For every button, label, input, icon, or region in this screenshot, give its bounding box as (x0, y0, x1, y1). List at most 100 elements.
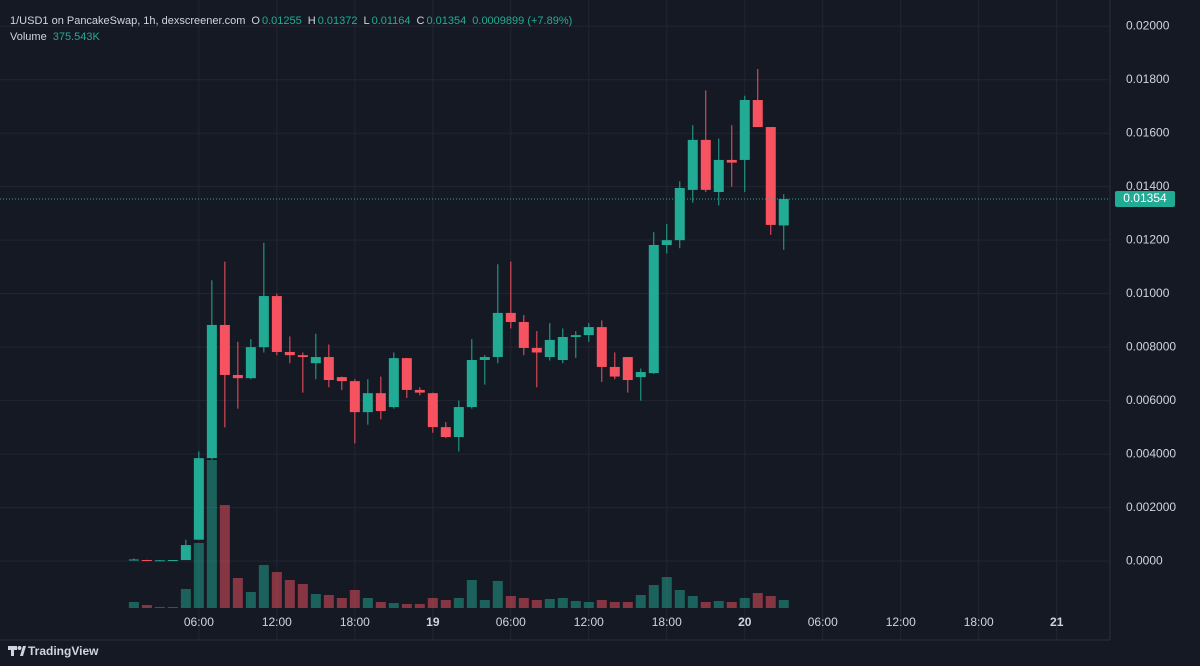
volume-pane (128, 460, 789, 608)
volume-bar (180, 589, 191, 608)
volume-bar (700, 602, 711, 608)
volume-bar (141, 605, 152, 608)
volume-bar (466, 580, 477, 608)
candle-body (180, 545, 191, 561)
candle-body (583, 327, 594, 336)
logo (8, 646, 26, 656)
volume-bar (492, 581, 503, 608)
volume-bar (479, 600, 490, 608)
volume-bar (232, 578, 243, 608)
volume-bar (635, 595, 646, 608)
volume-bar (375, 602, 386, 608)
candle-body (765, 127, 776, 225)
value: 0.01164 (372, 15, 411, 27)
y-tick-label: 0.02000 (1126, 18, 1170, 32)
candle-body (687, 139, 698, 190)
candle-body (167, 560, 178, 562)
x-tick-label: 12:00 (886, 615, 916, 629)
candle-body (284, 351, 295, 356)
x-tick-label: 12:00 (574, 615, 604, 629)
y-tick-label: 0.01400 (1126, 179, 1170, 193)
x-tick-label: 06:00 (184, 615, 214, 629)
value: 375.543K (53, 31, 101, 43)
candle-body (362, 393, 373, 413)
volume-bar (440, 600, 451, 608)
candle-body (310, 357, 321, 364)
label: C (417, 15, 425, 27)
volume-bar (219, 505, 230, 608)
candle-body (193, 458, 204, 540)
candle-body (219, 324, 230, 375)
candle-body (622, 357, 633, 381)
last-price-tag (1115, 190, 1175, 207)
candle-body (635, 372, 646, 378)
candle-body (752, 100, 763, 128)
volume-bar (388, 603, 399, 608)
brand: TradingView (28, 644, 99, 658)
candles (128, 69, 789, 562)
candle-body (713, 159, 724, 193)
candle-body (518, 322, 529, 348)
volume-bar (687, 596, 698, 608)
x-tick-label: 21 (1050, 615, 1064, 629)
candle-body (440, 427, 451, 438)
volume-bar (713, 601, 724, 608)
volume-bar (310, 594, 321, 608)
candle-body (479, 357, 490, 360)
candle-body (232, 374, 243, 379)
x-tick-label: 20 (738, 615, 752, 629)
y-tick-label: 0.01000 (1126, 286, 1170, 300)
candle-body (609, 366, 620, 377)
candle-body (245, 347, 256, 379)
y-tick-label: 0.01600 (1126, 125, 1170, 139)
value: 0.01372 (318, 15, 358, 27)
x-tick-label: 18:00 (340, 615, 370, 629)
grid (0, 0, 1110, 640)
candle-body (557, 336, 568, 360)
volume-bar (193, 543, 204, 608)
y-tick-label: 0.01200 (1126, 232, 1170, 246)
candle-body (141, 560, 152, 562)
volume-bar (154, 607, 165, 608)
candle-body (128, 559, 139, 561)
volume-bar (674, 590, 685, 608)
volume-bar (245, 592, 256, 608)
x-tick-label: 18:00 (652, 615, 682, 629)
volume-bar (609, 602, 620, 608)
x-tick-label: 06:00 (496, 615, 526, 629)
x-tick-label: 18:00 (964, 615, 994, 629)
volume-bar (531, 600, 542, 608)
candle-body (739, 100, 750, 160)
y-tick-label: 0.002000 (1126, 500, 1176, 514)
volume-bar (167, 607, 178, 608)
volume-bar (349, 590, 360, 608)
label: L (363, 15, 369, 27)
volume-bar (726, 602, 737, 608)
volume-bar (648, 585, 659, 608)
candle-body (323, 357, 334, 381)
volume-bar (544, 599, 555, 608)
x-tick-label: 19 (426, 615, 440, 629)
volume-bar (453, 598, 464, 608)
volume-bar (518, 598, 529, 608)
candle-body (466, 359, 477, 408)
volume-bar (661, 577, 672, 608)
candle-body (700, 139, 711, 190)
label: Volume (10, 31, 47, 43)
volume-bar (323, 595, 334, 608)
candle-body (544, 339, 555, 358)
volume-bar (401, 604, 412, 608)
volume-bar (336, 598, 347, 608)
candle-body (596, 327, 607, 367)
change: 0.0009899 (+7.89%) (472, 15, 572, 27)
label: O (251, 15, 260, 27)
y-tick-label: 0.008000 (1126, 339, 1176, 353)
symbol: 1/USD1 on PancakeSwap, 1h, dexscreener.c… (10, 15, 245, 27)
y-tick-label: 0.006000 (1126, 393, 1176, 407)
volume-bar (362, 598, 373, 608)
candle-body (154, 560, 165, 562)
volume-bar (297, 584, 308, 608)
candle-body (206, 324, 217, 459)
candle-body (258, 296, 269, 348)
